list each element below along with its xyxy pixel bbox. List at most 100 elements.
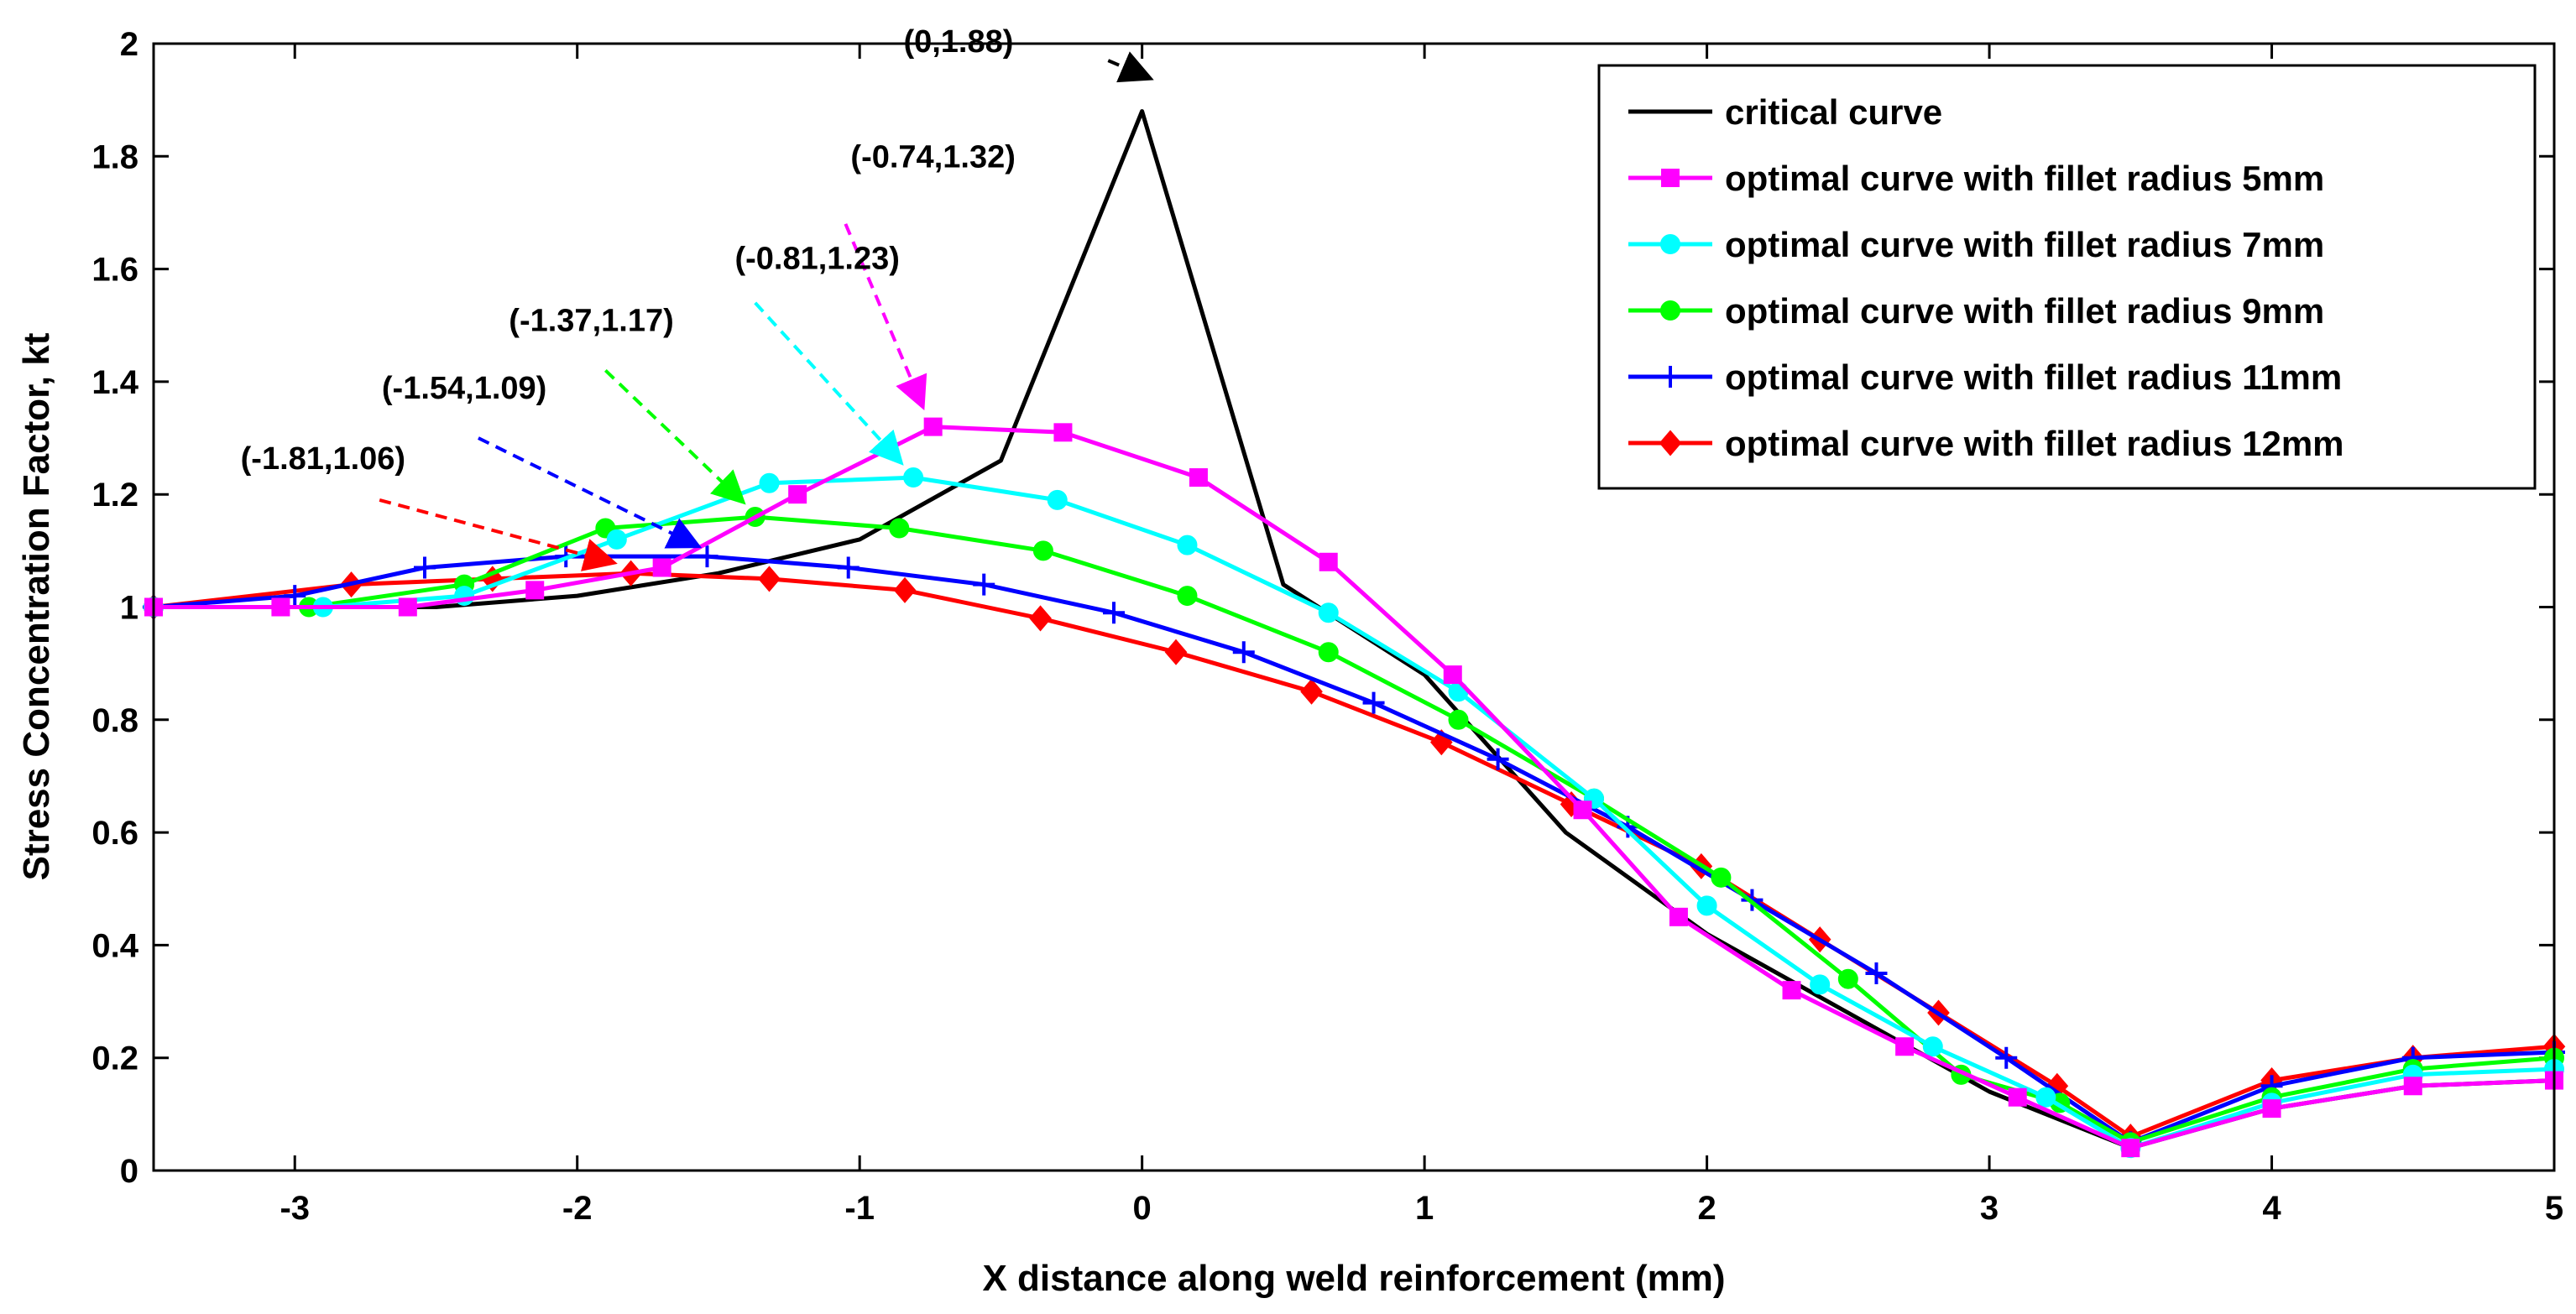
- plot-frame: [152, 42, 2556, 1172]
- data-point: [923, 417, 943, 436]
- annotation: (-1.81,1.06): [241, 441, 618, 571]
- legend: critical curve optimal curve with fillet …: [1597, 64, 2537, 490]
- data-point: [1660, 234, 1680, 254]
- data-point: [889, 518, 910, 539]
- data-point: [1047, 489, 1068, 510]
- data-point: [1659, 430, 1682, 456]
- data-point: [2121, 1139, 2140, 1158]
- data-point: [1362, 691, 1385, 714]
- legend-label: optimal curve with fillet radius 9mm: [1725, 291, 2324, 331]
- data-point: [284, 585, 306, 607]
- annotation: (-0.81,1.23): [734, 242, 904, 466]
- data-point: [2403, 1077, 2422, 1096]
- data-point: [1032, 540, 1053, 561]
- legend-label: optimal curve with fillet radius 7mm: [1725, 225, 2324, 264]
- y-tick-label: 0: [120, 1153, 138, 1190]
- data-point: [973, 573, 995, 596]
- data-point: [398, 597, 417, 617]
- data-point: [903, 467, 924, 488]
- data-point: [1696, 895, 1717, 916]
- data-point: [1660, 300, 1680, 321]
- data-point: [2035, 1087, 2056, 1108]
- data-point: [1837, 968, 1858, 989]
- data-point: [1487, 748, 1509, 770]
- data-point: [1053, 423, 1073, 442]
- data-point: [837, 556, 860, 579]
- legend-label: optimal curve with fillet radius 11mm: [1725, 357, 2342, 397]
- annotation-arrow: [604, 369, 746, 505]
- data-point: [606, 529, 627, 550]
- data-point: [271, 597, 290, 617]
- y-tick-label: 0.8: [91, 702, 138, 739]
- y-tick-label: 1: [120, 590, 138, 627]
- data-point: [1318, 642, 1339, 663]
- data-point: [1865, 962, 1888, 984]
- data-point: [414, 556, 436, 579]
- annotation-arrow: [379, 498, 618, 571]
- data-point: [1318, 602, 1339, 623]
- data-point: [652, 558, 671, 577]
- annotation-arrow: [754, 301, 904, 466]
- annotation-arrow: [478, 436, 703, 549]
- y-tick-label: 0.6: [91, 815, 138, 852]
- legend-entry: critical curve: [1628, 92, 1942, 132]
- annotation-label: (-0.74,1.32): [850, 140, 1015, 175]
- data-point: [1895, 1037, 1915, 1056]
- data-point: [758, 566, 781, 592]
- data-point: [1177, 586, 1198, 607]
- y-tick-label: 1.2: [91, 477, 138, 514]
- x-tick-label: 3: [1980, 1190, 1999, 1227]
- annotation-label: (-0.81,1.23): [734, 242, 899, 277]
- data-point: [893, 576, 917, 603]
- x-tick-label: 1: [1415, 1190, 1434, 1227]
- y-axis-title: Stress Concentration Factor, kt: [16, 332, 57, 880]
- data-point: [696, 545, 718, 568]
- legend-entry: optimal curve with fillet radius 11mm: [1628, 357, 2342, 397]
- x-tick-label: -1: [844, 1190, 875, 1227]
- data-point: [759, 472, 780, 493]
- x-tick-label: -2: [562, 1190, 593, 1227]
- legend-label: optimal curve with fillet radius 5mm: [1725, 159, 2324, 198]
- data-point: [1922, 1036, 1943, 1057]
- data-point: [1189, 468, 1208, 488]
- data-point: [1659, 366, 1681, 388]
- data-point: [2262, 1099, 2281, 1118]
- data-point: [1448, 709, 1469, 730]
- data-point: [1177, 534, 1198, 555]
- legend-entry: optimal curve with fillet radius 12mm: [1628, 424, 2344, 463]
- annotation: (-1.37,1.17): [509, 303, 746, 505]
- y-tick-label: 1.8: [91, 138, 138, 175]
- y-tick-label: 0.4: [91, 927, 138, 964]
- annotation: (0,1.88): [903, 24, 1154, 83]
- annotation: (-1.54,1.09): [382, 371, 703, 549]
- data-point: [1103, 602, 1125, 624]
- y-tick-label: 1.4: [91, 364, 138, 401]
- series-line: [154, 425, 2555, 1150]
- legend-label: optimal curve with fillet radius 12mm: [1725, 424, 2344, 463]
- annotation-label: (-1.81,1.06): [241, 441, 405, 477]
- y-tick-label: 2: [120, 26, 138, 63]
- data-point: [1573, 800, 1592, 820]
- data-point: [1782, 981, 1801, 1000]
- data-point: [1669, 907, 1688, 926]
- x-tick-label: 2: [1697, 1190, 1716, 1227]
- data-point: [1319, 552, 1338, 571]
- series-1: [144, 417, 2563, 1158]
- data-point: [1300, 678, 1323, 705]
- annotation-label: (-1.54,1.09): [382, 371, 546, 406]
- data-point: [1995, 1046, 2018, 1069]
- y-tick-label: 0.2: [91, 1040, 138, 1077]
- annotation: (-0.74,1.32): [844, 140, 1016, 411]
- y-tick-label: 1.6: [91, 252, 138, 289]
- annotation-label: (0,1.88): [903, 24, 1013, 60]
- data-point: [788, 485, 807, 504]
- data-point: [1029, 605, 1052, 632]
- x-axis-title: X distance along weld reinforcement (mm): [982, 1258, 1725, 1299]
- legend-entry: optimal curve with fillet radius 7mm: [1628, 225, 2324, 264]
- legend-label: critical curve: [1725, 92, 1942, 132]
- legend-entry: optimal curve with fillet radius 5mm: [1628, 159, 2324, 198]
- annotation-arrow: [844, 223, 927, 411]
- annotation-label: (-1.37,1.17): [509, 303, 673, 338]
- data-point: [1164, 639, 1188, 665]
